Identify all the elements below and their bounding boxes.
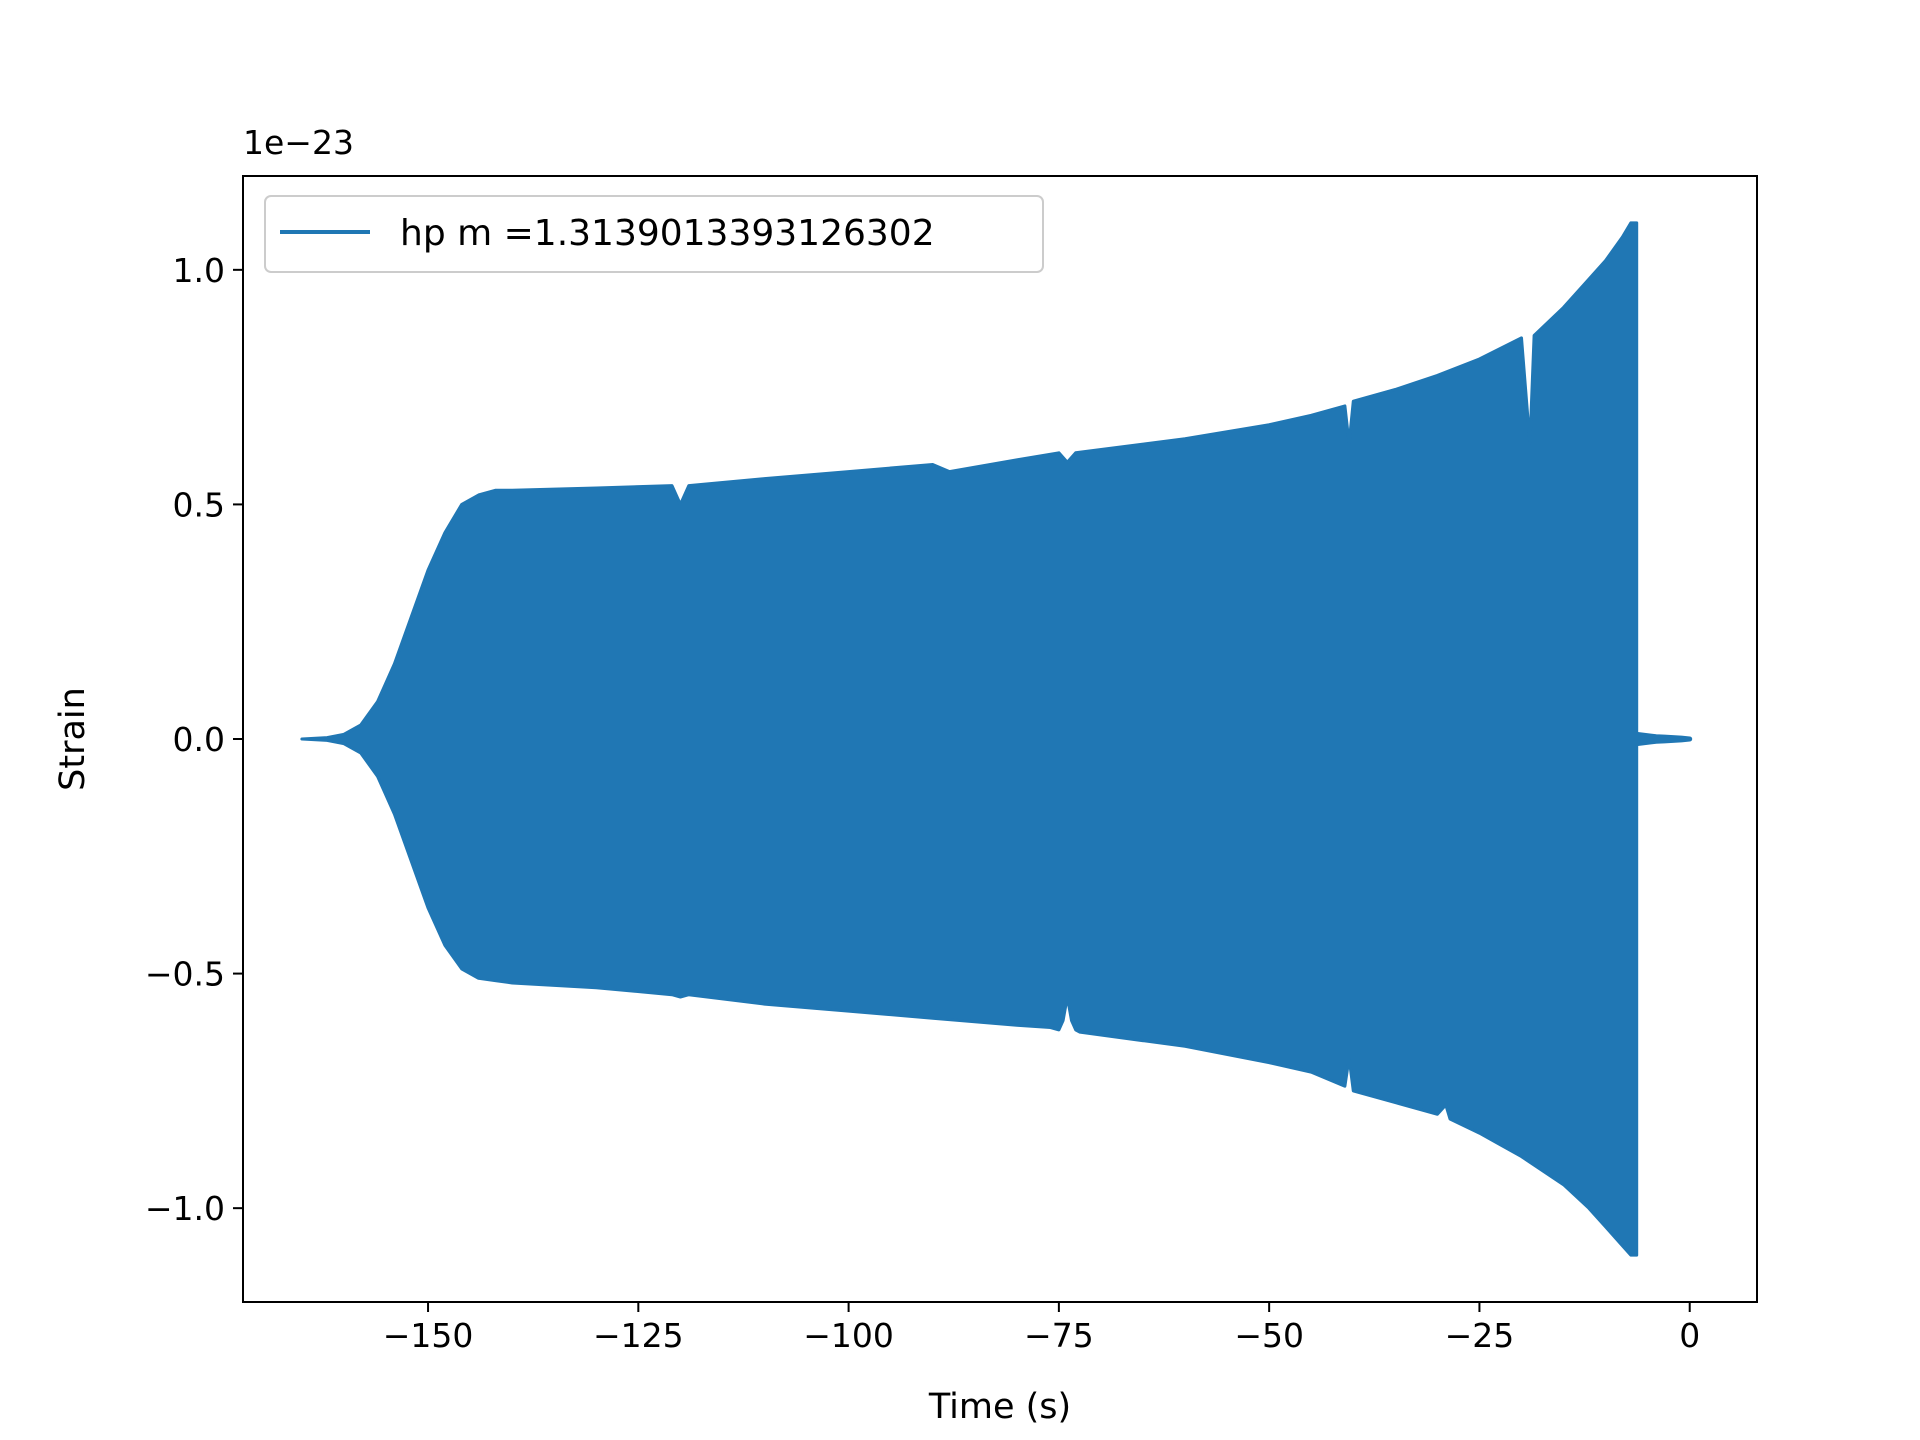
y-tick-label: 1.0 (173, 251, 225, 290)
y-axis-label: Strain (53, 687, 93, 791)
y-axis: −1.0 −0.5 0.0 0.5 1.0 (145, 251, 243, 1228)
x-axis: −150 −125 −100 −75 −50 −25 0 (383, 1302, 1700, 1355)
legend-box (264, 195, 1044, 273)
x-tick-label: 0 (1679, 1316, 1700, 1355)
y-tick-label: −0.5 (145, 955, 225, 994)
x-tick-label: −75 (1024, 1316, 1094, 1355)
waveform-envelope (300, 221, 1639, 1257)
y-tick-label: 0.0 (173, 720, 225, 759)
x-tick-label: −150 (383, 1316, 474, 1355)
x-tick-label: −50 (1234, 1316, 1304, 1355)
y-offset-text: 1e−23 (243, 123, 354, 162)
plot-frame (242, 175, 1758, 1303)
legend-entry-label: hp m =1.3139013393126302 (400, 213, 935, 254)
waveform-tail (1634, 731, 1693, 747)
x-tick-label: −25 (1445, 1316, 1515, 1355)
plot-area (300, 221, 1693, 1257)
x-axis-label: Time (s) (928, 1387, 1071, 1427)
x-tick-label: −100 (803, 1316, 894, 1355)
legend: hp m =1.3139013393126302 (264, 195, 1044, 273)
y-tick-label: 0.5 (173, 485, 225, 524)
x-tick-label: −125 (593, 1316, 684, 1355)
y-tick-label: −1.0 (145, 1189, 225, 1228)
